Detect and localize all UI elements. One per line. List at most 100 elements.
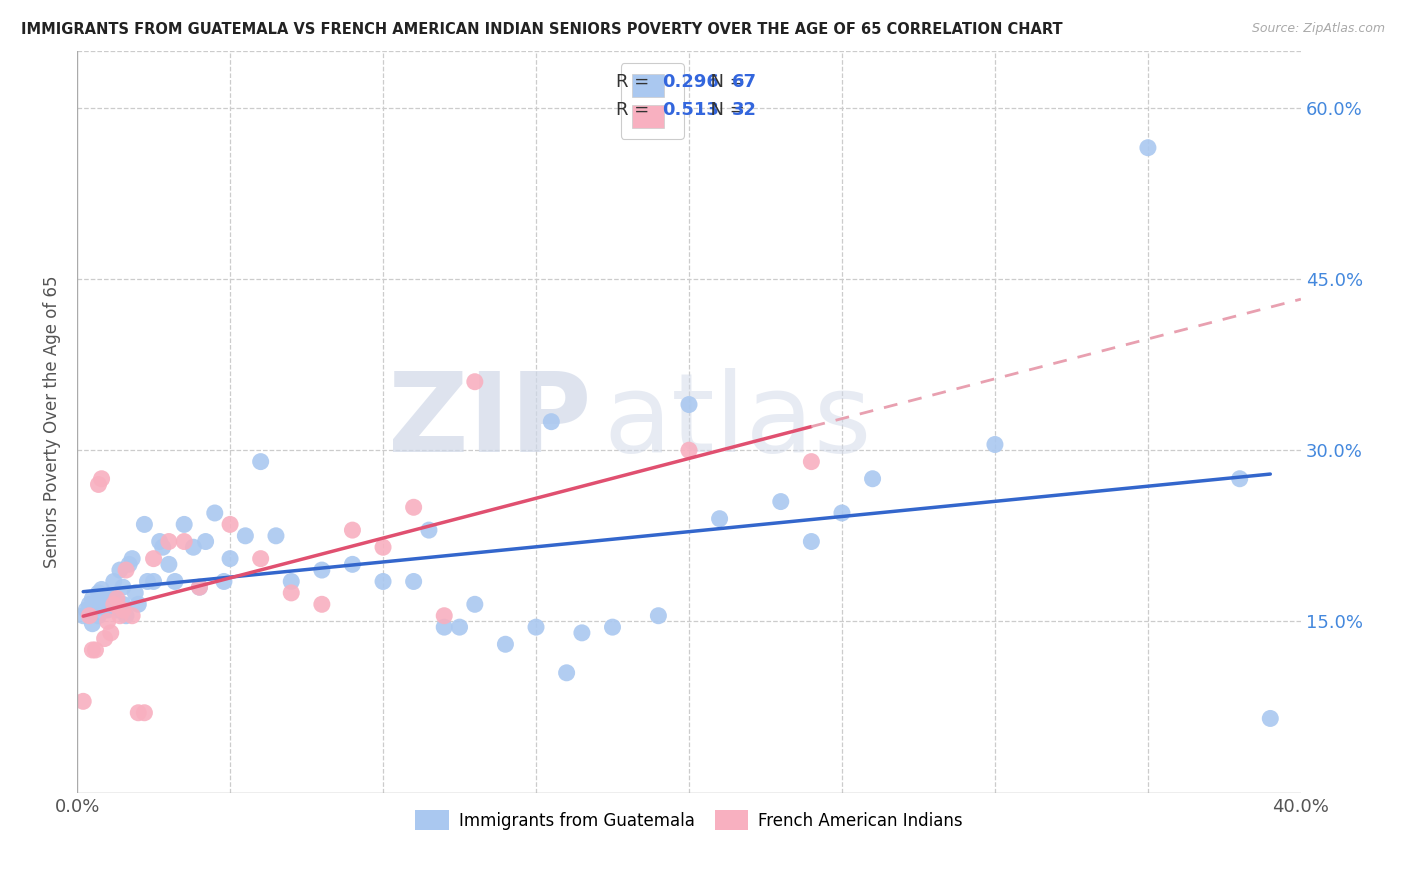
Point xyxy=(108,608,131,623)
Point xyxy=(72,694,94,708)
Point xyxy=(142,551,165,566)
Y-axis label: Seniors Poverty Over the Age of 65: Seniors Poverty Over the Age of 65 xyxy=(44,276,60,568)
Point xyxy=(100,625,122,640)
Point xyxy=(105,591,128,606)
Point xyxy=(121,608,143,623)
Point xyxy=(152,540,174,554)
Point xyxy=(433,620,456,634)
Point xyxy=(1258,711,1281,725)
Text: 0.296: 0.296 xyxy=(662,73,718,91)
Point xyxy=(97,603,120,617)
Point xyxy=(127,597,149,611)
Point xyxy=(103,597,125,611)
Text: Source: ZipAtlas.com: Source: ZipAtlas.com xyxy=(1251,22,1385,36)
Point xyxy=(142,574,165,589)
Point xyxy=(311,597,333,611)
Point xyxy=(103,574,125,589)
Point xyxy=(249,455,271,469)
Point xyxy=(678,443,700,458)
Point xyxy=(97,590,120,604)
Point xyxy=(709,511,731,525)
Point xyxy=(82,643,104,657)
Point xyxy=(82,591,104,606)
Point xyxy=(264,529,287,543)
Point xyxy=(204,506,226,520)
Point xyxy=(84,643,107,657)
Point xyxy=(134,706,156,720)
Point xyxy=(115,608,138,623)
Point xyxy=(111,580,134,594)
Point xyxy=(84,600,107,615)
Point xyxy=(111,603,134,617)
Point xyxy=(602,620,624,634)
Point xyxy=(862,472,884,486)
Point xyxy=(127,706,149,720)
Text: 32: 32 xyxy=(733,101,756,119)
Point xyxy=(188,580,211,594)
Point xyxy=(280,586,302,600)
Point xyxy=(371,540,394,554)
Text: 0.513: 0.513 xyxy=(662,101,718,119)
Point xyxy=(121,551,143,566)
Text: R =: R = xyxy=(616,101,655,119)
Point xyxy=(494,637,516,651)
Point xyxy=(157,534,180,549)
Point xyxy=(449,620,471,634)
Point xyxy=(1136,141,1159,155)
Point xyxy=(79,597,101,611)
Text: IMMIGRANTS FROM GUATEMALA VS FRENCH AMERICAN INDIAN SENIORS POVERTY OVER THE AGE: IMMIGRANTS FROM GUATEMALA VS FRENCH AMER… xyxy=(21,22,1063,37)
Point xyxy=(280,574,302,589)
Point xyxy=(136,574,159,589)
Point xyxy=(800,534,823,549)
Point xyxy=(111,597,134,611)
Point xyxy=(124,586,146,600)
Point xyxy=(157,558,180,572)
Point xyxy=(219,551,242,566)
Point xyxy=(212,574,235,589)
Point xyxy=(342,523,364,537)
Point xyxy=(464,375,486,389)
Point xyxy=(72,608,94,623)
Text: 67: 67 xyxy=(733,73,756,91)
Point xyxy=(163,574,186,589)
Point xyxy=(800,455,823,469)
Point xyxy=(82,616,104,631)
Point xyxy=(90,582,112,597)
Point xyxy=(678,398,700,412)
Text: N =: N = xyxy=(699,101,751,119)
Text: N =: N = xyxy=(699,73,751,91)
Point xyxy=(87,477,110,491)
Point xyxy=(194,534,217,549)
Point xyxy=(134,517,156,532)
Point xyxy=(311,563,333,577)
Point xyxy=(235,529,257,543)
Point xyxy=(75,603,97,617)
Text: ZIP: ZIP xyxy=(388,368,591,475)
Legend: Immigrants from Guatemala, French American Indians: Immigrants from Guatemala, French Americ… xyxy=(409,804,969,837)
Point xyxy=(118,558,141,572)
Point xyxy=(249,551,271,566)
Point xyxy=(433,608,456,623)
Point xyxy=(93,597,115,611)
Point xyxy=(540,415,562,429)
Point xyxy=(647,608,669,623)
Point xyxy=(464,597,486,611)
Point xyxy=(183,540,205,554)
Point xyxy=(984,437,1007,451)
Point xyxy=(108,563,131,577)
Point xyxy=(188,580,211,594)
Point xyxy=(149,534,172,549)
Point xyxy=(418,523,440,537)
Point xyxy=(219,517,242,532)
Point xyxy=(79,608,101,623)
Point xyxy=(571,625,593,640)
Point xyxy=(100,594,122,608)
Point xyxy=(87,586,110,600)
Point xyxy=(90,472,112,486)
Point xyxy=(115,563,138,577)
Point xyxy=(173,534,195,549)
Point xyxy=(173,517,195,532)
Point xyxy=(93,632,115,646)
Point xyxy=(769,494,792,508)
Point xyxy=(402,500,425,515)
